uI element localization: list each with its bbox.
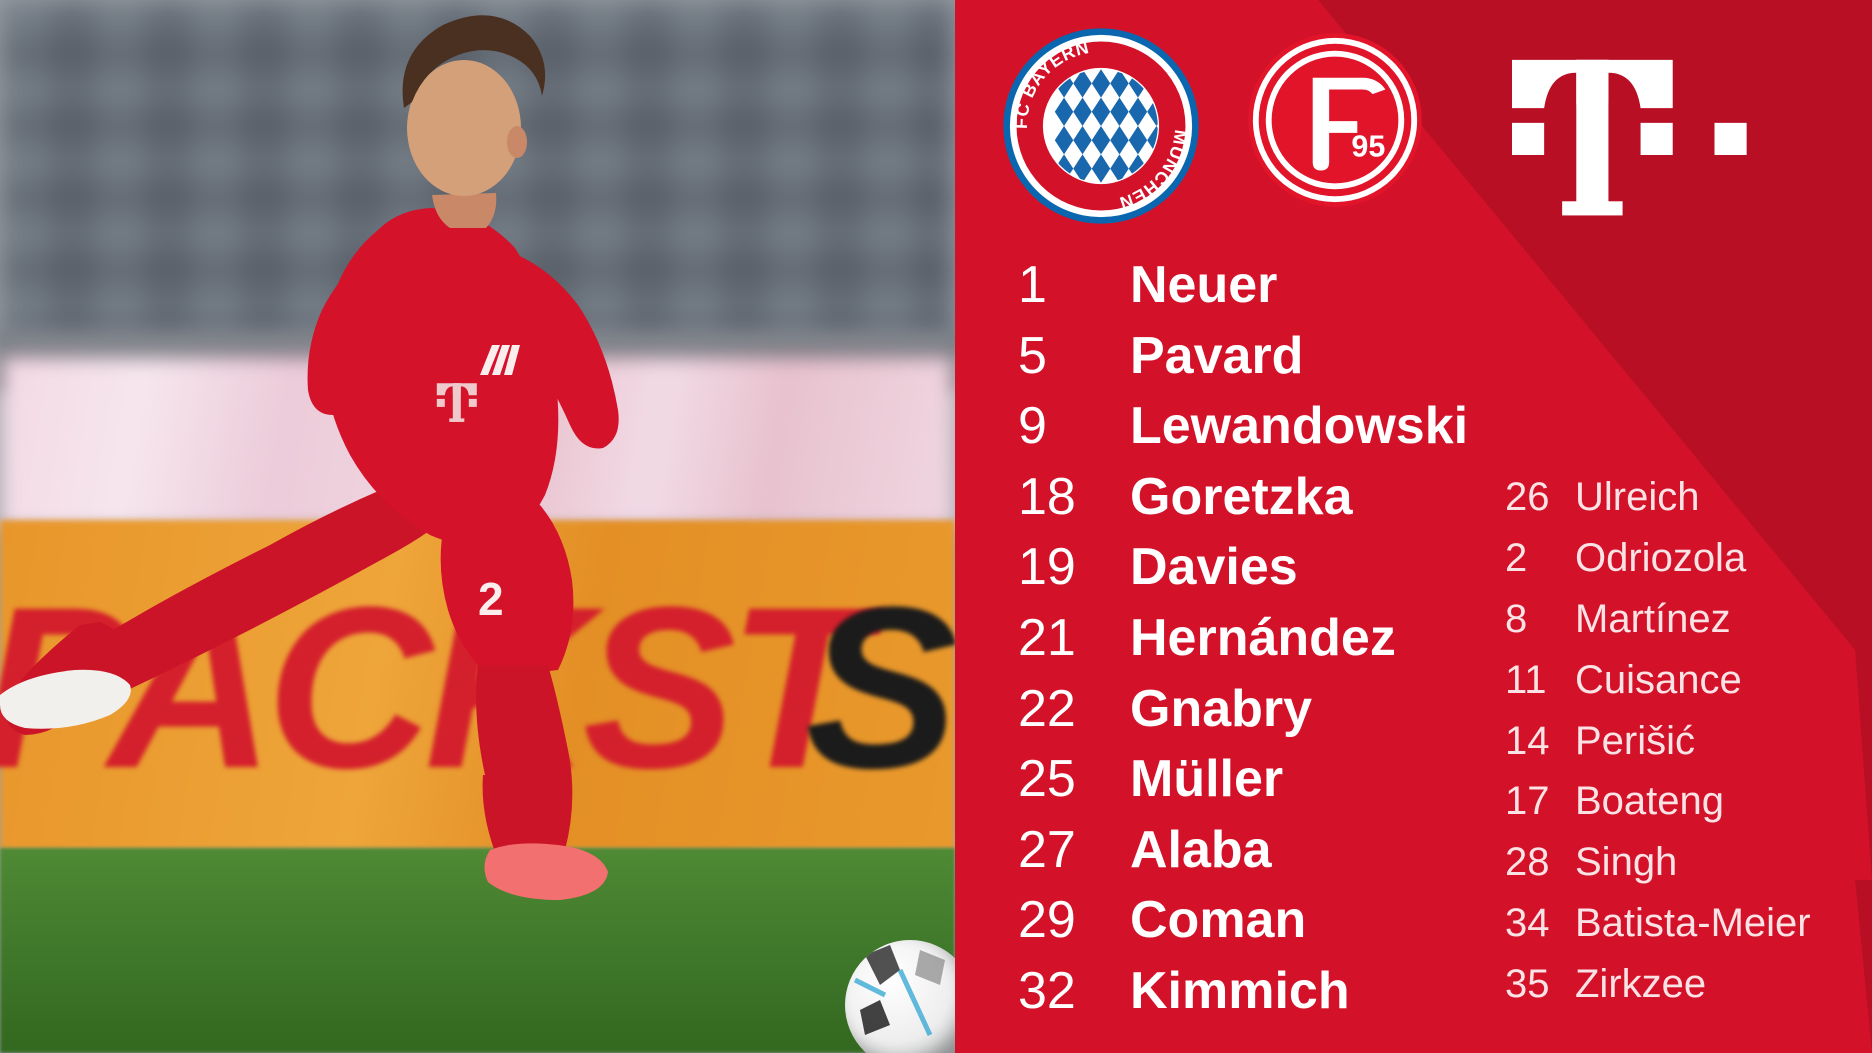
svg-text:95: 95 [1351,129,1385,163]
svg-text:2: 2 [478,573,504,625]
